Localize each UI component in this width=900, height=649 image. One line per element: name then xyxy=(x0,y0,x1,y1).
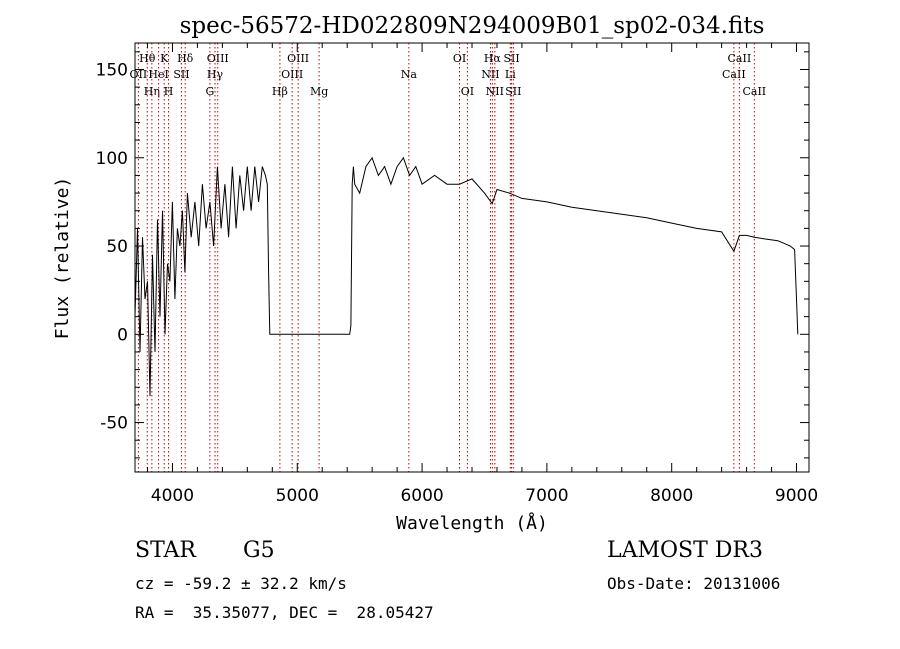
spectral-line-label: Hα xyxy=(484,52,502,65)
y-tick-label: 50 xyxy=(106,237,128,257)
object-subclass: G5 xyxy=(243,538,275,563)
y-axis-label: Flux (relative) xyxy=(52,177,73,340)
spectral-line-label: CaII xyxy=(722,68,746,81)
y-tick-label: 100 xyxy=(96,149,128,169)
spectral-line-label: SII xyxy=(173,68,189,81)
spectral-line-label: Hγ xyxy=(207,68,224,81)
spectral-line-label: Li xyxy=(505,68,516,81)
spectral-line-label: Hδ xyxy=(177,52,194,65)
spectral-line-label: Na xyxy=(401,68,418,81)
x-tick-label: 7000 xyxy=(525,486,568,506)
axis-ticks: 4000 5000 6000 7000 8000 9000 -50 0 50 100 150 xyxy=(96,43,818,506)
x-tick-label: 4000 xyxy=(151,486,194,506)
spectral-line-label: Mg xyxy=(310,85,328,98)
spectral-line-label: K xyxy=(160,52,169,65)
spectral-line-label: OI xyxy=(453,52,466,65)
flux-line xyxy=(134,156,799,397)
spectral-line-label: OIII xyxy=(207,52,229,65)
x-axis-label: Wavelength (Å) xyxy=(396,512,548,534)
y-tick-label: 0 xyxy=(117,325,128,345)
redshift-info: cz = -59.2 ± 32.2 km/s xyxy=(135,574,347,593)
plot-frame xyxy=(134,42,810,473)
coordinates: RA = 35.35077, DEC = 28.05427 xyxy=(135,603,434,622)
spectral-line-label: OIII xyxy=(287,52,309,65)
y-tick-label: 150 xyxy=(96,60,128,80)
flux-series xyxy=(134,156,799,397)
chart-title: spec-56572-HD022809N294009B01_sp02-034.f… xyxy=(180,13,765,39)
spectral-line-label: OI xyxy=(461,85,474,98)
spectral-line-label: CaII xyxy=(728,52,752,65)
x-tick-label: 6000 xyxy=(400,486,443,506)
spectral-line-label: OII xyxy=(130,68,148,81)
spectral-line-label: G xyxy=(205,85,214,98)
obs-date: Obs-Date: 20131006 xyxy=(607,574,781,593)
spectral-line-label: SII xyxy=(503,52,519,65)
spectral-line-label: OIII xyxy=(281,68,303,81)
spectral-line-markers: Hθ OII Hη HeI K H SII Hδ G Hγ OIII Hβ OIII OIII Mg Na OI… xyxy=(130,43,766,472)
x-tick-label: 5000 xyxy=(276,486,319,506)
spectral-line-label: Hβ xyxy=(272,85,288,98)
spectral-line-label: Hθ xyxy=(139,52,156,65)
spectral-line-label: NII xyxy=(486,85,504,98)
spectral-line-label: H xyxy=(164,85,174,98)
y-tick-label: -50 xyxy=(100,414,128,434)
spectral-line-label: CaII xyxy=(742,85,766,98)
spectral-line-label: HeI xyxy=(148,68,168,81)
object-class: STAR xyxy=(135,538,196,563)
spectral-line-label: NII xyxy=(481,68,499,81)
x-tick-label: 8000 xyxy=(650,486,693,506)
spectral-line-label: SII xyxy=(505,85,521,98)
spectral-line-label: Hη xyxy=(144,85,160,98)
survey-name: LAMOST DR3 xyxy=(607,538,763,563)
x-tick-label: 9000 xyxy=(775,486,818,506)
